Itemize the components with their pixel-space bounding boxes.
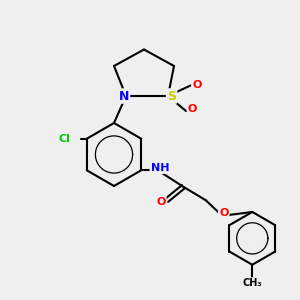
Text: O: O bbox=[188, 104, 197, 115]
Text: S: S bbox=[167, 89, 176, 103]
Text: O: O bbox=[156, 197, 166, 207]
Text: O: O bbox=[219, 208, 229, 218]
Text: CH₃: CH₃ bbox=[242, 278, 262, 288]
Text: O: O bbox=[192, 80, 202, 91]
Text: N: N bbox=[119, 89, 129, 103]
Text: Cl: Cl bbox=[59, 134, 71, 144]
Text: NH: NH bbox=[151, 163, 169, 173]
